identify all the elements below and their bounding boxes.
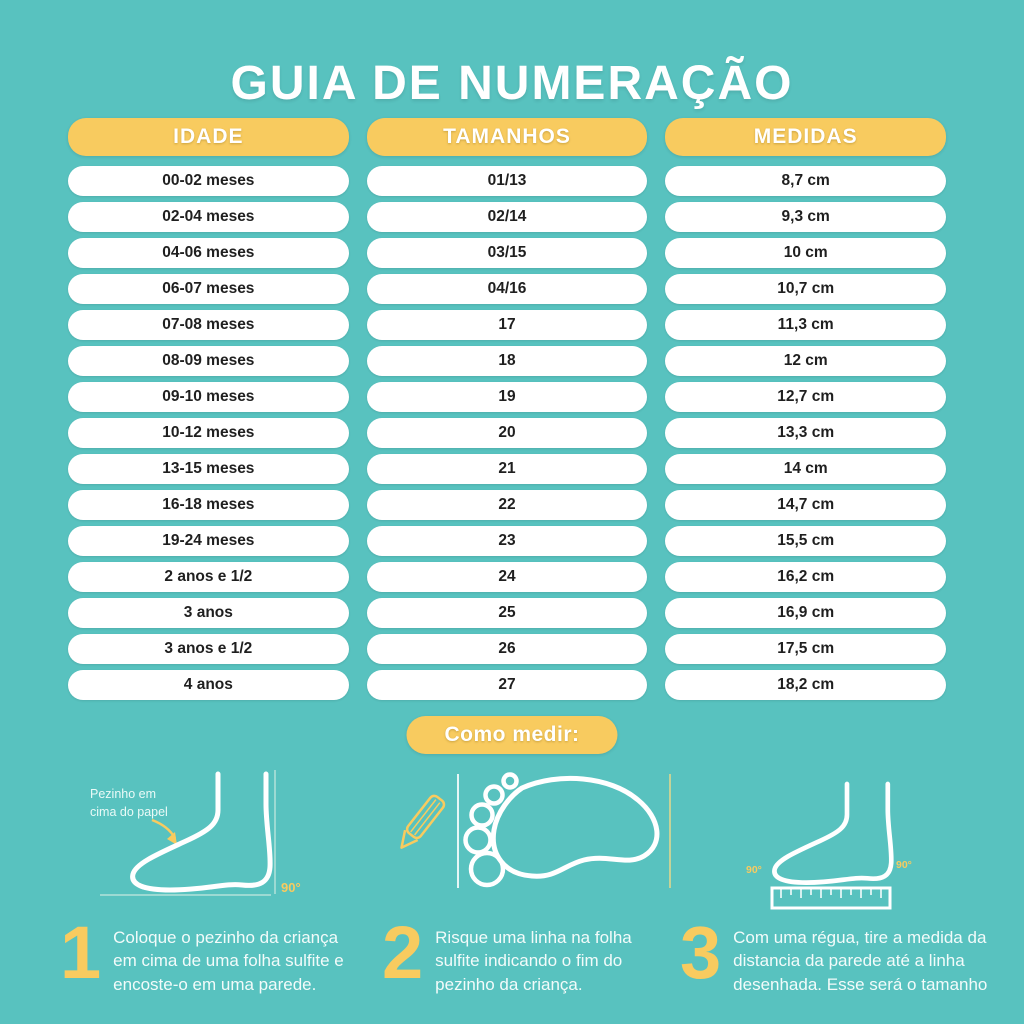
table-row: 18: [366, 346, 648, 376]
table-row: 16-18 meses: [68, 490, 349, 520]
table-row: 08-09 meses: [68, 346, 349, 376]
table-row: 17,5 cm: [665, 634, 947, 664]
table-row: 07-08 meses: [68, 310, 349, 340]
page-title: GUIA DE NUMERAÇÃO: [230, 57, 794, 111]
table-row: 2 anos e 1/2: [68, 562, 349, 592]
ruler-icon: [770, 886, 892, 910]
angle-right-label: 90°: [896, 859, 912, 871]
table-row: 12,7 cm: [665, 382, 947, 412]
table-row: 01/13: [366, 166, 648, 196]
size-table: IDADE 00-02 meses 02-04 meses 04-06 meses 0…: [68, 118, 947, 706]
table-row: 19-24 meses: [68, 526, 349, 556]
table-row: 13-15 meses: [68, 454, 349, 484]
step-3: 3 Com uma régua, tire a medida da distan…: [680, 911, 1002, 996]
table-row: 25: [366, 598, 648, 628]
table-row: 24: [366, 562, 648, 592]
how-to-measure-badge: Como medir:: [406, 716, 618, 754]
foot-side-view-icon: Pezinho em cima do papel 90°: [90, 770, 301, 896]
table-row: 16,2 cm: [665, 562, 947, 592]
table-row: 4 anos: [68, 670, 349, 700]
table-row: 04-06 meses: [68, 238, 349, 268]
column-rows-idade: 00-02 meses 02-04 meses 04-06 meses 06-07 m…: [68, 166, 349, 706]
table-row: 8,7 cm: [665, 166, 947, 196]
foot-caption-line2: cima do papel: [90, 805, 168, 819]
table-row: 09-10 meses: [68, 382, 349, 412]
table-row: 12 cm: [665, 346, 947, 376]
step-2-text: Risque uma linha na folha sulfite indica…: [435, 928, 632, 994]
angle-left-label: 90°: [746, 864, 762, 876]
table-row: 10,7 cm: [665, 274, 947, 304]
step-3-number: 3: [680, 911, 722, 994]
column-rows-tamanhos: 01/13 02/14 03/15 04/16 17 18 19 20 21 22 23 24 25 26…: [366, 166, 648, 706]
step-3-text: Com uma régua, tire a medida da distanci…: [733, 928, 988, 994]
illustration-foot-on-paper: Pezinho em cima do papel 90°: [40, 768, 360, 920]
table-row: 22: [366, 490, 648, 520]
footprint-icon: [400, 772, 671, 888]
table-row: 9,3 cm: [665, 202, 947, 232]
table-row: 23: [366, 526, 648, 556]
column-header-tamanhos: TAMANHOS: [366, 118, 648, 156]
column-header-medidas: MEDIDAS: [665, 118, 947, 156]
table-row: 19: [366, 382, 648, 412]
table-row: 3 anos e 1/2: [68, 634, 349, 664]
table-row: 14 cm: [665, 454, 947, 484]
table-row: 04/16: [366, 274, 648, 304]
table-row: 16,9 cm: [665, 598, 947, 628]
step-2: 2 Risque uma linha na folha sulfite indi…: [382, 911, 674, 996]
table-row: 18,2 cm: [665, 670, 947, 700]
table-row: 13,3 cm: [665, 418, 947, 448]
table-row: 27: [366, 670, 648, 700]
foot-outline: [130, 771, 273, 893]
table-row: 21: [366, 454, 648, 484]
table-row: 10 cm: [665, 238, 947, 268]
table-row: 3 anos: [68, 598, 349, 628]
table-row: 02/14: [366, 202, 648, 232]
table-row: 20: [366, 418, 648, 448]
illustration-mark-line: [370, 768, 690, 920]
step-1-number: 1: [60, 911, 102, 994]
table-row: 11,3 cm: [665, 310, 947, 340]
foot-outline: [772, 781, 894, 885]
table-column-idade: IDADE 00-02 meses 02-04 meses 04-06 meses 0…: [68, 118, 349, 706]
column-header-idade: IDADE: [68, 118, 349, 156]
angle-label: 90°: [281, 880, 301, 895]
step-1: 1 Coloque o pezinho da criança em cima d…: [60, 911, 360, 996]
table-row: 15,5 cm: [665, 526, 947, 556]
illustration-measure-ruler: 90° 90°: [700, 768, 1024, 920]
table-row: 06-07 meses: [68, 274, 349, 304]
table-row: 26: [366, 634, 648, 664]
foot-caption-line1: Pezinho em: [90, 787, 156, 801]
foot-ruler-icon: 90° 90°: [746, 781, 912, 910]
table-row: 14,7 cm: [665, 490, 947, 520]
step-2-number: 2: [382, 911, 424, 994]
table-row: 17: [366, 310, 648, 340]
pencil-icon: [400, 794, 446, 849]
table-row: 10-12 meses: [68, 418, 349, 448]
column-rows-medidas: 8,7 cm 9,3 cm 10 cm 10,7 cm 11,3 cm 12 cm 12,7…: [665, 166, 947, 706]
table-column-medidas: MEDIDAS 8,7 cm 9,3 cm 10 cm 10,7 cm 11,3 cm 1…: [665, 118, 947, 706]
step-1-text: Coloque o pezinho da criança em cima de …: [113, 928, 344, 994]
table-row: 02-04 meses: [68, 202, 349, 232]
table-column-tamanhos: TAMANHOS 01/13 02/14 03/15 04/16 17 18 19 20 21 2…: [366, 118, 648, 706]
footprint-outline: [463, 772, 660, 888]
caption-arrowhead: [167, 832, 177, 845]
table-row: 03/15: [366, 238, 648, 268]
table-row: 00-02 meses: [68, 166, 349, 196]
